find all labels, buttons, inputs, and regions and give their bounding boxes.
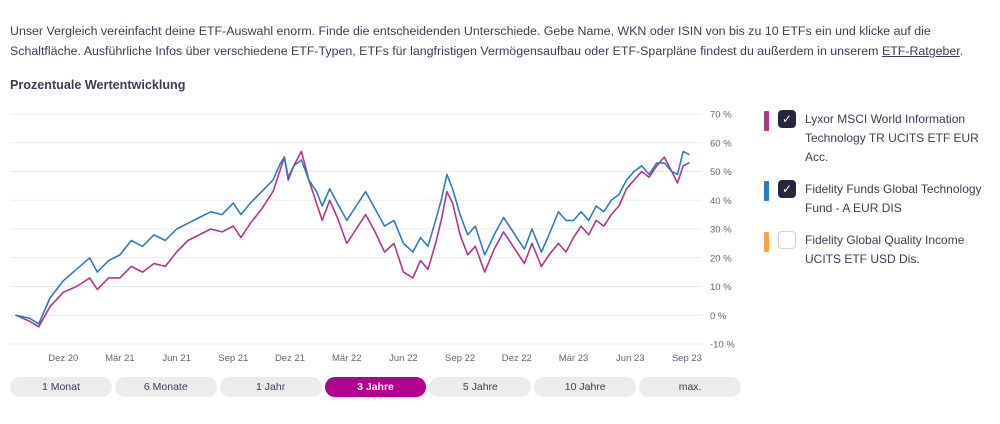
- chart-area: -10 % 0 % 10 % 20 % 30 % 40 % 50 % 60 % 70 % Dez …: [10, 100, 1000, 368]
- y-tick-label: 20 %: [710, 254, 732, 265]
- range-button-max[interactable]: max.: [639, 377, 742, 398]
- legend-color-bar: [764, 111, 769, 132]
- range-button-5-jahre[interactable]: 5 Jahre: [429, 377, 532, 398]
- legend-color-bar: [764, 181, 769, 202]
- legend-label: Lyxor MSCI World Information Technology …: [805, 112, 979, 165]
- series-line-1: [15, 150, 690, 326]
- x-tick-label: Dez 22: [502, 353, 532, 364]
- legend-item-0: ✓ Lyxor MSCI World Information Technology…: [764, 110, 998, 167]
- intro-text-before: Unser Vergleich vereinfacht deine ETF-Au…: [10, 24, 931, 59]
- y-tick-label: 0 %: [710, 311, 727, 322]
- range-button-1-monat[interactable]: 1 Monat: [10, 377, 112, 398]
- x-tick-label: Sep 21: [218, 353, 248, 364]
- legend-checkbox-checked[interactable]: ✓: [778, 180, 796, 199]
- x-tick-label: Sep 23: [672, 353, 702, 364]
- range-button-1-jahr[interactable]: 1 Jahr: [219, 377, 322, 398]
- series-line-0: [15, 150, 690, 328]
- x-tick-label: Mär 22: [332, 353, 362, 364]
- intro-text: Unser Vergleich vereinfacht deine ETF-Au…: [0, 12, 1000, 61]
- y-axis-labels: -10 % 0 % 10 % 20 % 30 % 40 % 50 % 60 % 70 %: [710, 110, 735, 351]
- legend-item-2: Fidelity Global Quality Income UCITS ETF…: [764, 231, 998, 269]
- y-tick-label: 50 %: [710, 167, 732, 178]
- y-tick-label: 10 %: [710, 282, 732, 293]
- range-buttons: 1 Monat 6 Monate 1 Jahr 3 Jahre 5 Jahre 10 Ja…: [10, 377, 742, 398]
- chart-legend: ✓ Lyxor MSCI World Information Technology…: [764, 100, 998, 282]
- legend-label: Fidelity Global Quality Income UCITS ETF…: [805, 233, 965, 267]
- legend-checkbox-checked[interactable]: ✓: [778, 110, 796, 129]
- range-button-10-jahre[interactable]: 10 Jahre: [534, 377, 637, 398]
- x-tick-label: Sep 22: [445, 353, 475, 364]
- x-tick-label: Jun 22: [389, 353, 418, 364]
- etf-ratgeber-link[interactable]: ETF-Ratgeber: [881, 44, 960, 59]
- legend-checkbox-unchecked[interactable]: [778, 231, 796, 250]
- legend-item-1: ✓ Fidelity Funds Global Technology Fund -…: [764, 180, 998, 218]
- y-tick-label: 60 %: [710, 139, 732, 150]
- legend-color-bar: [764, 232, 769, 253]
- range-button-6-monate[interactable]: 6 Monate: [114, 377, 217, 398]
- y-tick-label: 40 %: [710, 196, 732, 207]
- y-tick-label: -10 %: [710, 340, 735, 351]
- x-tick-label: Mär 21: [105, 353, 135, 364]
- y-tick-label: 30 %: [710, 225, 732, 236]
- x-tick-label: Dez 20: [48, 353, 78, 364]
- performance-chart: -10 % 0 % 10 % 20 % 30 % 40 % 50 % 60 % 70 % Dez …: [10, 110, 735, 364]
- intro-text-after: .: [959, 44, 964, 59]
- x-tick-label: Jun 21: [162, 353, 191, 364]
- x-tick-label: Mär 23: [559, 353, 589, 364]
- page-title: Prozentuale Wertentwicklung: [10, 78, 186, 93]
- range-button-3-jahre[interactable]: 3 Jahre: [324, 377, 427, 398]
- x-tick-label: Dez 21: [275, 353, 305, 364]
- y-tick-label: 70 %: [710, 110, 732, 121]
- x-axis-labels: Dez 20 Mär 21 Jun 21 Sep 21 Dez 21 Mär 22 Jun …: [48, 353, 702, 364]
- x-tick-label: Jun 23: [616, 353, 645, 364]
- legend-label: Fidelity Funds Global Technology Fund - …: [805, 182, 982, 216]
